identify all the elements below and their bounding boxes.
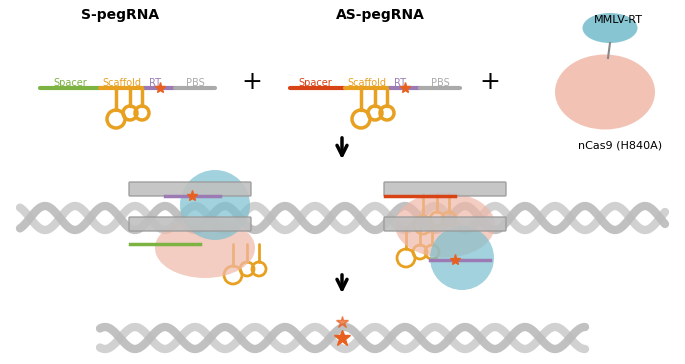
Text: PBS: PBS [431,78,449,88]
Ellipse shape [582,13,638,43]
Text: MMLV-RT: MMLV-RT [593,15,643,25]
Ellipse shape [395,193,495,257]
Text: +: + [479,70,501,94]
Text: Scaffold: Scaffold [347,78,386,88]
Ellipse shape [555,55,655,130]
Text: AS-pegRNA: AS-pegRNA [336,8,425,22]
Text: Spacer: Spacer [53,78,87,88]
Ellipse shape [155,218,255,278]
Text: PBS: PBS [186,78,204,88]
FancyBboxPatch shape [384,182,506,196]
Text: Spacer: Spacer [298,78,332,88]
Text: +: + [242,70,262,94]
Circle shape [430,226,494,290]
Text: S-pegRNA: S-pegRNA [81,8,159,22]
FancyBboxPatch shape [384,217,506,231]
Text: RT: RT [394,78,406,88]
Circle shape [180,170,250,240]
Text: RT: RT [149,78,161,88]
Text: nCas9 (H840A): nCas9 (H840A) [578,140,662,150]
Text: Scaffold: Scaffold [103,78,142,88]
FancyBboxPatch shape [129,217,251,231]
FancyBboxPatch shape [129,182,251,196]
